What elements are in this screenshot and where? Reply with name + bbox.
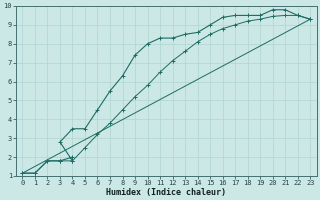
X-axis label: Humidex (Indice chaleur): Humidex (Indice chaleur)	[106, 188, 226, 197]
